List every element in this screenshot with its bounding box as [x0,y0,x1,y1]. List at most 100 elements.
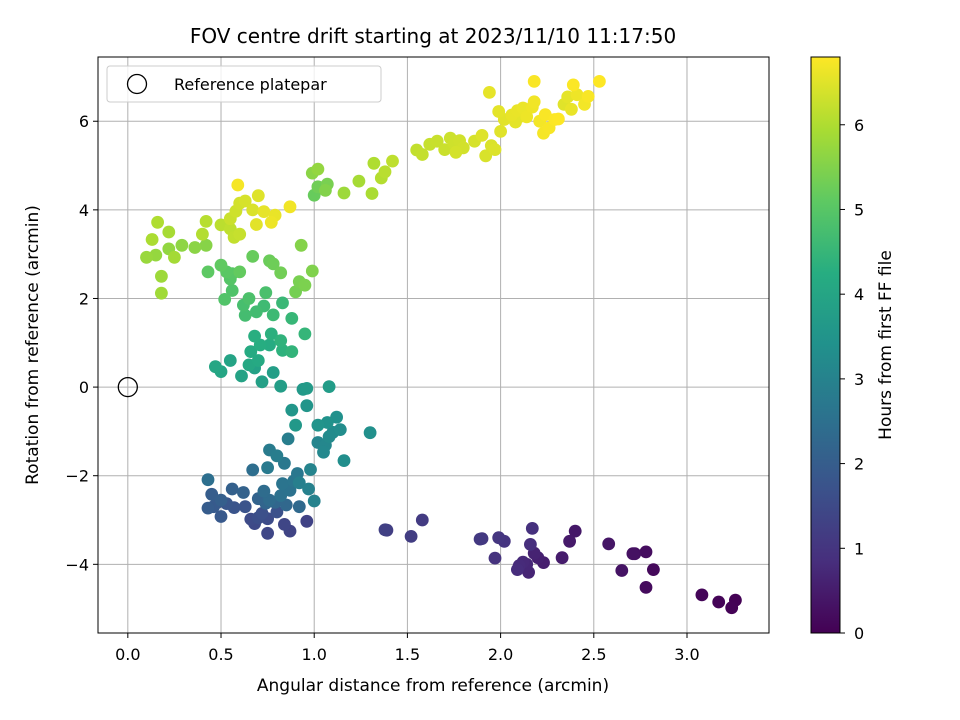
x-tick-label: 0.0 [115,645,140,664]
data-point [251,189,265,203]
data-point [250,305,263,319]
data-point [337,454,351,467]
colorbar-tick-label: 4 [854,285,864,304]
data-point [214,510,228,523]
colorbar-tick-label: 3 [854,370,864,389]
data-point [140,250,153,264]
data-point [305,264,319,278]
data-point [475,129,489,142]
data-point [330,410,343,424]
data-point [276,296,289,310]
data-point [244,345,258,358]
data-point [214,493,228,507]
data-point [300,382,314,395]
data-point [199,238,213,252]
colorbar-tick-label: 1 [854,539,864,558]
data-point [363,426,377,440]
data-point [266,257,280,271]
data-point [300,514,314,528]
data-point [438,143,452,157]
data-point [231,178,245,192]
data-point [266,308,280,322]
legend-marker [126,73,148,95]
data-point [365,187,379,200]
data-point [246,463,260,477]
data-point [593,75,606,88]
x-tick-label: 2.5 [581,645,606,664]
data-point [492,531,506,545]
data-point [555,551,569,565]
data-point [233,227,247,241]
data-point [386,154,399,168]
data-point [333,423,347,436]
data-point [274,266,288,280]
data-point [155,286,168,300]
colorbar-gradient [810,56,841,634]
data-point [196,227,209,241]
data-point [201,265,215,279]
data-point [251,354,265,367]
data-point [278,518,291,531]
data-point [188,241,202,254]
x-tick-label: 2.0 [488,645,513,664]
data-point [415,513,429,527]
data-point [209,360,222,374]
y-tick-label: 6 [79,112,89,131]
data-point [285,345,299,358]
data-point [246,203,260,217]
data-point [494,124,507,138]
x-tick-label: 1.0 [301,645,326,664]
data-point [248,329,261,343]
data-point [563,534,576,548]
y-tick-label: 0 [79,378,89,397]
data-point [281,432,295,446]
data-point [566,78,580,92]
data-point [524,538,537,551]
data-point [378,523,392,537]
y-tick-label: 2 [79,289,89,308]
data-point [639,545,653,559]
x-axis-label: Angular distance from reference (arcmin) [257,676,609,696]
data-point [492,105,506,118]
data-point [565,102,578,116]
data-point [615,564,629,577]
data-point [264,215,278,229]
data-point [242,292,256,305]
data-point [259,286,273,300]
y-tick-label: −4 [65,555,89,574]
data-point [223,354,237,367]
data-point [285,403,299,417]
legend-label: Reference platepar [174,75,327,94]
colorbar: 0 1 2 3 4 5 6 Hours from first FF file [810,56,896,643]
data-point [218,293,232,306]
data-point [276,477,289,491]
data-point [520,110,534,124]
data-point [602,537,616,551]
data-point [479,149,493,163]
data-point [298,327,312,341]
data-point [214,258,228,272]
data-point [285,312,299,325]
data-point [430,134,444,148]
colorbar-tick-label: 6 [854,116,864,135]
data-point [647,563,660,576]
data-point [237,486,250,499]
data-point [238,500,252,514]
colorbar-ticks: 0 1 2 3 4 5 6 [840,116,864,643]
data-point [199,215,213,228]
data-point [725,601,739,615]
data-point [626,547,640,561]
data-point [238,308,252,322]
data-point [449,145,463,159]
data-point [527,75,541,88]
legend-box [106,65,382,103]
colorbar-label: Hours from first FF file [876,250,896,440]
data-point [367,156,381,170]
reference-platepar-marker [117,376,138,398]
data-point [473,532,487,546]
x-tick-label: 1.5 [395,645,420,664]
data-point [235,369,248,383]
data-point [307,494,321,508]
data-point [317,445,330,459]
data-point [404,530,418,543]
